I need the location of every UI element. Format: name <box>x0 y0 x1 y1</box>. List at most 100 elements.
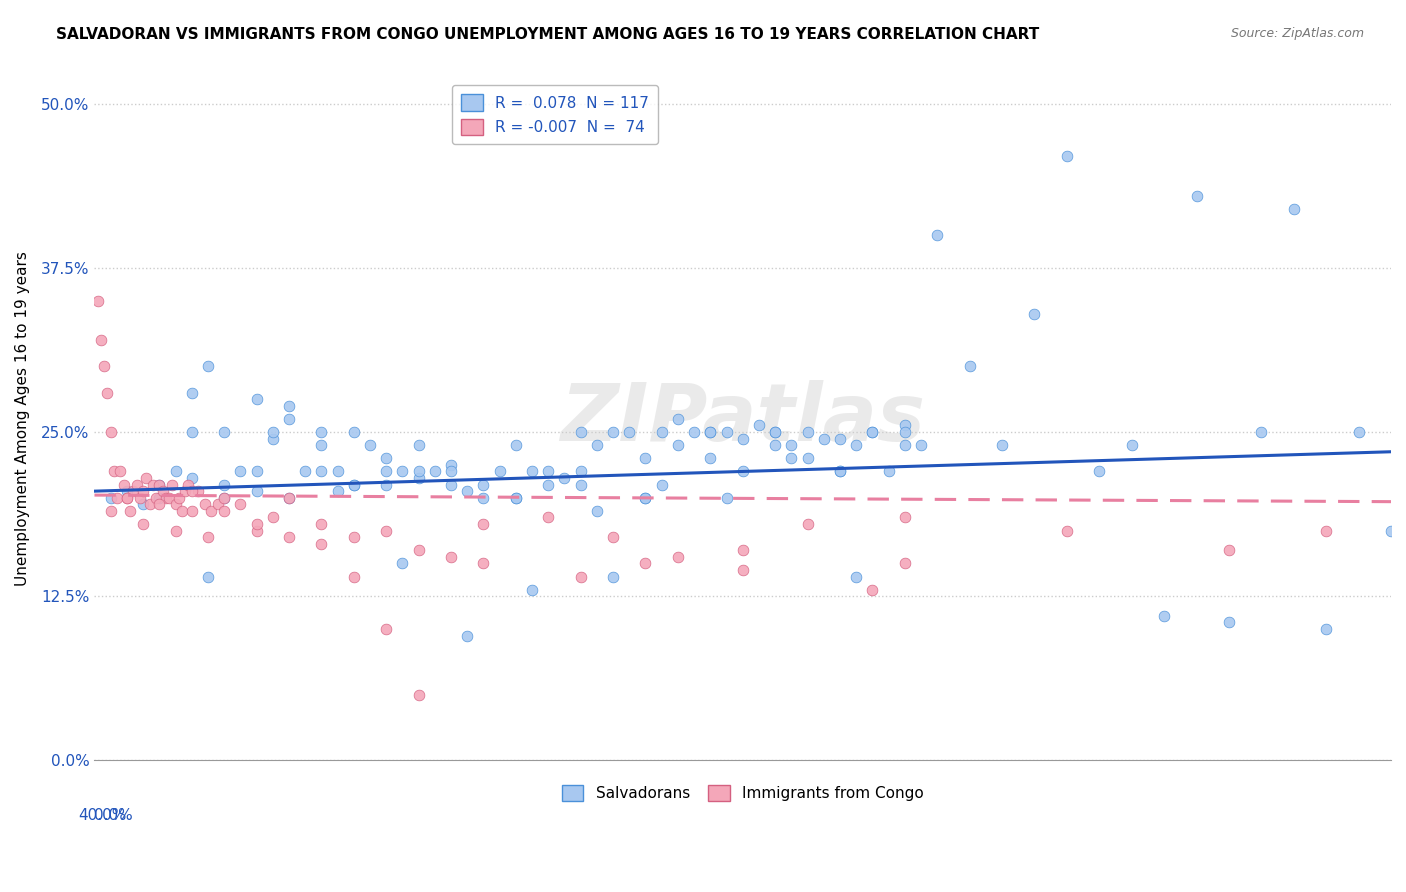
Point <box>294 465 316 479</box>
Point <box>278 530 301 544</box>
Point <box>456 484 478 499</box>
Point <box>828 465 851 479</box>
Point <box>180 471 202 485</box>
Point <box>910 438 932 452</box>
Point <box>311 438 333 452</box>
Point <box>100 425 122 439</box>
Point <box>165 465 187 479</box>
Point <box>634 451 657 466</box>
Point <box>1315 524 1337 538</box>
Point <box>100 491 122 505</box>
Point <box>245 516 267 531</box>
Point <box>1218 543 1240 558</box>
Point <box>828 465 851 479</box>
Point <box>375 477 398 491</box>
Point <box>262 425 284 439</box>
Point <box>229 497 252 511</box>
Point <box>763 438 786 452</box>
Point <box>180 484 202 499</box>
Point <box>894 425 917 439</box>
Point <box>155 491 177 505</box>
Point <box>440 458 463 472</box>
Point <box>731 465 754 479</box>
Point <box>245 524 267 538</box>
Point <box>148 497 170 511</box>
Point <box>959 359 981 374</box>
Point <box>634 491 657 505</box>
Point <box>197 359 219 374</box>
Legend: Salvadorans, Immigrants from Congo: Salvadorans, Immigrants from Congo <box>555 779 929 807</box>
Point <box>602 425 624 439</box>
Point <box>278 412 301 426</box>
Point <box>1121 438 1143 452</box>
Point <box>1088 465 1111 479</box>
Point <box>569 465 592 479</box>
Point <box>813 432 835 446</box>
Point <box>440 549 463 564</box>
Point <box>569 425 592 439</box>
Point <box>796 425 818 439</box>
Point <box>1024 307 1046 321</box>
Point <box>262 432 284 446</box>
Point <box>602 569 624 583</box>
Point <box>763 425 786 439</box>
Point <box>212 477 235 491</box>
Point <box>927 228 949 243</box>
Point <box>278 491 301 505</box>
Point <box>311 425 333 439</box>
Point <box>1056 524 1078 538</box>
Point <box>894 438 917 452</box>
Point <box>343 425 366 439</box>
Point <box>845 569 868 583</box>
Point <box>245 392 267 407</box>
Point <box>537 477 560 491</box>
Point <box>375 451 398 466</box>
Point <box>716 491 738 505</box>
Point <box>245 465 267 479</box>
Point <box>212 491 235 505</box>
Point <box>408 471 430 485</box>
Point <box>326 484 349 499</box>
Point <box>1250 425 1272 439</box>
Point <box>391 465 413 479</box>
Point <box>197 530 219 544</box>
Point <box>132 516 155 531</box>
Text: SALVADORAN VS IMMIGRANTS FROM CONGO UNEMPLOYMENT AMONG AGES 16 TO 19 YEARS CORRE: SALVADORAN VS IMMIGRANTS FROM CONGO UNEM… <box>56 27 1039 42</box>
Point <box>408 688 430 702</box>
Point <box>699 425 721 439</box>
Point <box>731 543 754 558</box>
Point <box>860 425 883 439</box>
Point <box>634 557 657 571</box>
Point <box>165 497 187 511</box>
Point <box>229 465 252 479</box>
Point <box>262 510 284 524</box>
Point <box>408 465 430 479</box>
Point <box>311 465 333 479</box>
Text: 40.0%: 40.0% <box>79 808 127 823</box>
Point <box>343 530 366 544</box>
Point <box>1347 425 1369 439</box>
Point <box>423 465 446 479</box>
Point <box>666 412 689 426</box>
Point <box>586 438 609 452</box>
Point <box>245 484 267 499</box>
Point <box>553 471 575 485</box>
Point <box>187 484 209 499</box>
Point <box>1153 609 1175 624</box>
Point <box>683 425 706 439</box>
Point <box>200 504 222 518</box>
Point <box>1218 615 1240 630</box>
Point <box>359 438 381 452</box>
Point <box>142 477 165 491</box>
Point <box>763 425 786 439</box>
Point <box>537 510 560 524</box>
Point <box>505 438 527 452</box>
Point <box>90 333 112 347</box>
Point <box>375 622 398 636</box>
Point <box>634 491 657 505</box>
Point <box>180 504 202 518</box>
Point <box>716 425 738 439</box>
Point <box>311 516 333 531</box>
Point <box>845 438 868 452</box>
Point <box>343 477 366 491</box>
